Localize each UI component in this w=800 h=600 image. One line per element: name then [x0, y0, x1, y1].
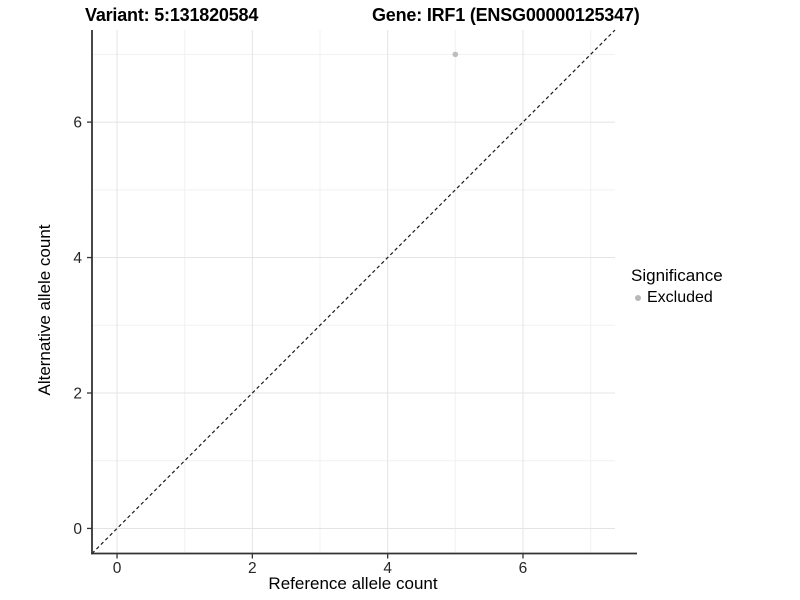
legend-key-dot-icon [635, 295, 641, 301]
plot-title-gene: Gene: IRF1 (ENSG00000125347) [372, 5, 640, 25]
data-point [452, 51, 459, 58]
y-tick-label: 2 [73, 385, 82, 402]
y-axis-title: Alternative allele count [35, 224, 54, 396]
legend-item-label: Excluded [647, 289, 713, 306]
x-tick-label: 4 [383, 560, 392, 577]
x-axis-title: Reference allele count [268, 574, 438, 593]
identity-dashed-line [91, 29, 616, 554]
y-tick-label: 0 [73, 521, 82, 538]
x-tick-label: 2 [248, 560, 257, 577]
legend-item-excluded: Excluded [631, 289, 723, 307]
y-tick-label: 4 [73, 250, 82, 267]
legend: Significance Excluded [631, 266, 723, 307]
legend-title: Significance [631, 266, 723, 285]
plot-title-variant: Variant: 5:131820584 [85, 5, 259, 25]
y-tick-label: 6 [73, 115, 82, 132]
x-tick-label: 0 [113, 560, 122, 577]
x-tick-label: 6 [519, 560, 528, 577]
